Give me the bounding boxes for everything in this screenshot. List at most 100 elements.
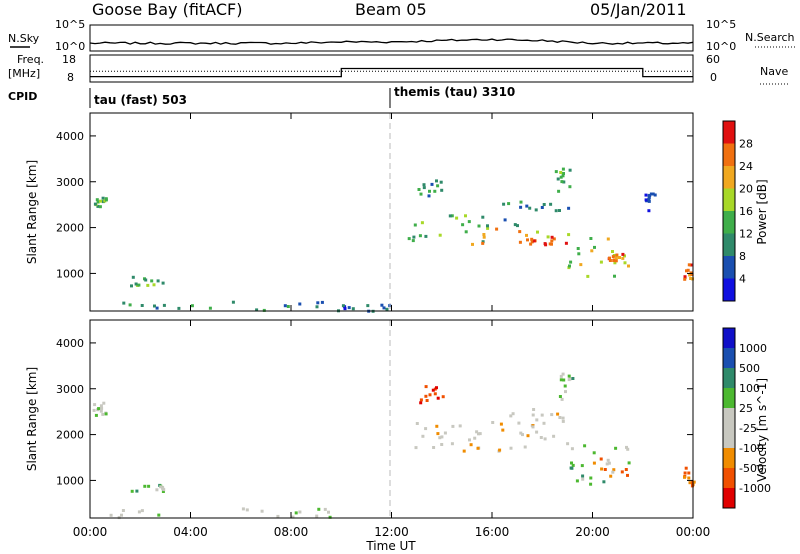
heatmap-cell [603, 468, 607, 471]
noise-left-tick-bottom: 10^0 [55, 40, 85, 53]
heatmap-cell [526, 434, 530, 438]
heatmap-cell [382, 306, 386, 310]
colorbar-tick-label: 500 [739, 362, 760, 375]
heatmap-cell [461, 223, 465, 227]
heatmap-cell [571, 463, 575, 467]
heatmap-cell [419, 401, 423, 405]
heatmap-cell [147, 484, 151, 488]
heatmap-cell [130, 489, 134, 493]
heatmap-cell [550, 413, 554, 417]
heatmap-cell [531, 413, 535, 417]
heatmap-cell [315, 305, 319, 309]
heatmap-cell [532, 239, 536, 243]
colorbar-frame [722, 327, 736, 509]
heatmap-cell [327, 510, 330, 514]
heatmap-cell [611, 250, 614, 253]
heatmap-cell [471, 242, 474, 246]
heatmap-cell [575, 479, 579, 483]
heatmap-cell [93, 202, 97, 206]
heatmap-cell [501, 428, 505, 432]
heatmap-cell [486, 224, 489, 228]
noise-left-tick-top: 10^5 [55, 18, 85, 31]
heatmap-cell [577, 252, 581, 256]
heatmap-cell [608, 259, 612, 262]
heatmap-cell [161, 490, 165, 493]
heatmap-cell [559, 378, 563, 382]
heatmap-cell [566, 442, 570, 446]
heatmap-cell [320, 300, 324, 304]
heatmap-cell [134, 282, 138, 286]
heatmap-cell [649, 192, 653, 196]
heatmap-cell [653, 193, 657, 197]
colorbar-segment [723, 143, 735, 166]
heatmap-cell [602, 480, 606, 484]
heatmap-cell [521, 433, 524, 437]
colorbar-segment [723, 121, 735, 144]
heatmap-cell [683, 277, 687, 281]
heatmap-cell [623, 261, 627, 265]
heatmap-cell [440, 443, 444, 446]
velocity-x-ticks [89, 320, 694, 518]
heatmap-cell [190, 304, 194, 308]
heatmap-cell [589, 237, 593, 240]
colorbar-tick-label: 28 [739, 138, 753, 151]
cpid-strip: CPID tau (fast) 503 themis (tau) 3310 [8, 85, 515, 108]
heatmap-cell [589, 476, 593, 480]
heatmap-cell [627, 461, 631, 465]
heatmap-cell [564, 241, 568, 245]
heatmap-cell [102, 401, 106, 405]
heatmap-cell [96, 204, 100, 208]
heatmap-cell [689, 271, 693, 275]
heatmap-cell [605, 462, 609, 466]
heatmap-cell [435, 424, 439, 428]
colorbar-segment [723, 233, 735, 256]
heatmap-cell [586, 274, 590, 278]
heatmap-cell [448, 214, 452, 218]
heatmap-cell [683, 275, 687, 279]
heatmap-cell [613, 274, 616, 278]
heatmap-cell [298, 510, 302, 514]
heatmap-cell [503, 218, 507, 222]
heatmap-cell [532, 408, 536, 411]
heatmap-cell [689, 277, 693, 280]
heatmap-cell [104, 412, 108, 416]
heatmap-cell [552, 237, 556, 241]
heatmap-cell [525, 204, 529, 208]
y-tick-label: 3000 [56, 383, 84, 396]
heatmap-cell [562, 378, 566, 382]
colorbar-tick-label: 25 [739, 402, 753, 415]
heatmap-cell [153, 304, 156, 308]
heatmap-cell [687, 263, 691, 267]
heatmap-cell [614, 446, 618, 450]
heatmap-cell [539, 436, 543, 439]
heatmap-cell [455, 216, 459, 220]
heatmap-cell [109, 513, 113, 517]
heatmap-cell [606, 458, 610, 462]
heatmap-cell [570, 461, 573, 465]
heatmap-cell [351, 307, 355, 311]
heatmap-cell [542, 421, 546, 425]
power-heatmap-cells [93, 167, 694, 313]
heatmap-cell [498, 448, 502, 452]
colorbar-tick-label: -500 [739, 462, 764, 475]
heatmap-cell [560, 397, 564, 401]
velocity-x-tick-labels: 00:00 04:00 08:00 12:00 16:00 20:00 00:00 [73, 525, 711, 539]
y-tick-label: 1000 [56, 474, 84, 487]
freq-strip: 18 8 60 0 Freq. [MHz] Nave [8, 53, 790, 85]
heatmap-cell [99, 404, 103, 408]
x-tick-label: 16:00 [475, 525, 510, 539]
heatmap-cell [607, 461, 611, 465]
heatmap-cell [478, 432, 482, 436]
heatmap-cell [464, 214, 467, 218]
heatmap-cell [534, 208, 538, 212]
velocity-heatmap-cells [92, 372, 696, 520]
nsky-label: N.Sky [8, 32, 40, 45]
heatmap-cell [615, 253, 619, 257]
heatmap-cell [540, 413, 544, 417]
heatmap-cell [556, 177, 560, 181]
heatmap-cell [94, 413, 98, 417]
heatmap-cell [554, 209, 558, 213]
heatmap-cell [424, 427, 428, 431]
heatmap-cell [161, 281, 165, 285]
